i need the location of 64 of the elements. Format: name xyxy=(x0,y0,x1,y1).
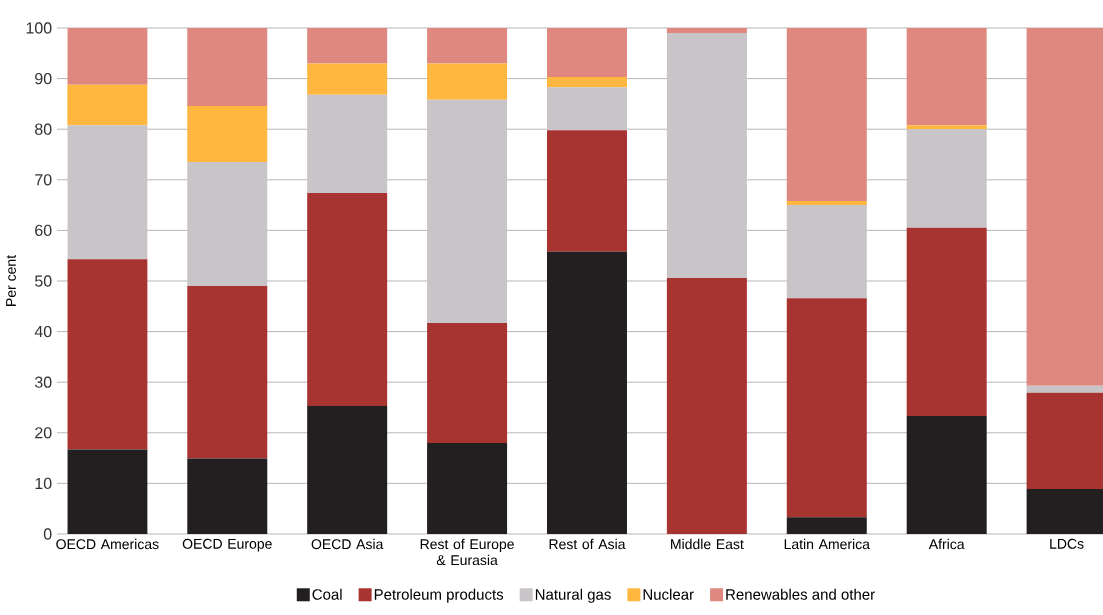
bar xyxy=(427,27,508,64)
x-tick-label: Middle East xyxy=(671,538,744,550)
bar xyxy=(67,125,148,260)
bar xyxy=(546,251,627,534)
y-tick-label: 30 xyxy=(34,376,52,388)
bar xyxy=(786,517,867,534)
bar xyxy=(666,27,747,34)
y-tick-label: 50 xyxy=(34,275,52,287)
bar xyxy=(546,77,627,88)
y-tick-label: 10 xyxy=(35,477,52,490)
x-tick-label: OECD Asia xyxy=(311,538,384,550)
bar xyxy=(786,298,867,518)
x-tick-label: Rest of Asia xyxy=(549,538,626,550)
x-tick-label: OECD Europe xyxy=(182,538,272,552)
bar xyxy=(906,27,987,126)
legend-label: Nuclear xyxy=(643,588,694,600)
bar xyxy=(187,162,268,287)
bar xyxy=(307,63,388,95)
legend-label: Renewables and other xyxy=(726,588,875,600)
bar xyxy=(67,27,148,85)
bar xyxy=(427,63,508,100)
x-tick-label: LDCs xyxy=(1050,538,1084,549)
bar xyxy=(906,416,987,534)
y-tick-label: 70 xyxy=(35,174,52,186)
bar xyxy=(546,27,627,78)
y-tick-label: 60 xyxy=(35,224,52,237)
bar xyxy=(906,129,987,228)
y-tick-label: 90 xyxy=(35,72,52,85)
bar xyxy=(67,84,148,126)
bar xyxy=(427,442,508,534)
bar xyxy=(546,87,627,131)
y-tick-label: 40 xyxy=(34,325,52,338)
bar xyxy=(546,130,627,252)
bar xyxy=(307,27,388,64)
bar xyxy=(906,125,987,130)
bar xyxy=(187,27,268,106)
bar xyxy=(307,405,388,534)
bar xyxy=(786,205,867,299)
y-tick-label: 0 xyxy=(43,528,52,540)
bar xyxy=(666,33,747,278)
bar xyxy=(786,201,867,206)
legend-label: Natural gas xyxy=(535,588,611,603)
y-tick-label: 20 xyxy=(35,427,52,439)
bar xyxy=(67,259,148,450)
bar xyxy=(307,192,388,406)
bar xyxy=(187,286,268,459)
bar xyxy=(187,105,268,163)
y-tick-label: 80 xyxy=(35,123,52,135)
x-tick-label: Latin America xyxy=(784,538,870,550)
bar xyxy=(307,94,388,193)
bar xyxy=(67,449,148,534)
y-tick-label: 100 xyxy=(26,22,52,34)
x-tick-label: OECD Americas xyxy=(56,538,159,550)
x-tick-label: Rest of Europe & Eurasia xyxy=(420,538,514,566)
bar xyxy=(427,99,508,323)
legend-label: Coal xyxy=(312,588,342,600)
bar xyxy=(187,458,268,534)
bar xyxy=(906,227,987,417)
bar xyxy=(666,277,747,534)
bar xyxy=(427,322,508,443)
legend-label: Petroleum products xyxy=(374,588,504,603)
bar xyxy=(786,27,867,202)
x-tick-label: Africa xyxy=(928,538,965,550)
y-axis-title: Per cent xyxy=(6,255,16,306)
